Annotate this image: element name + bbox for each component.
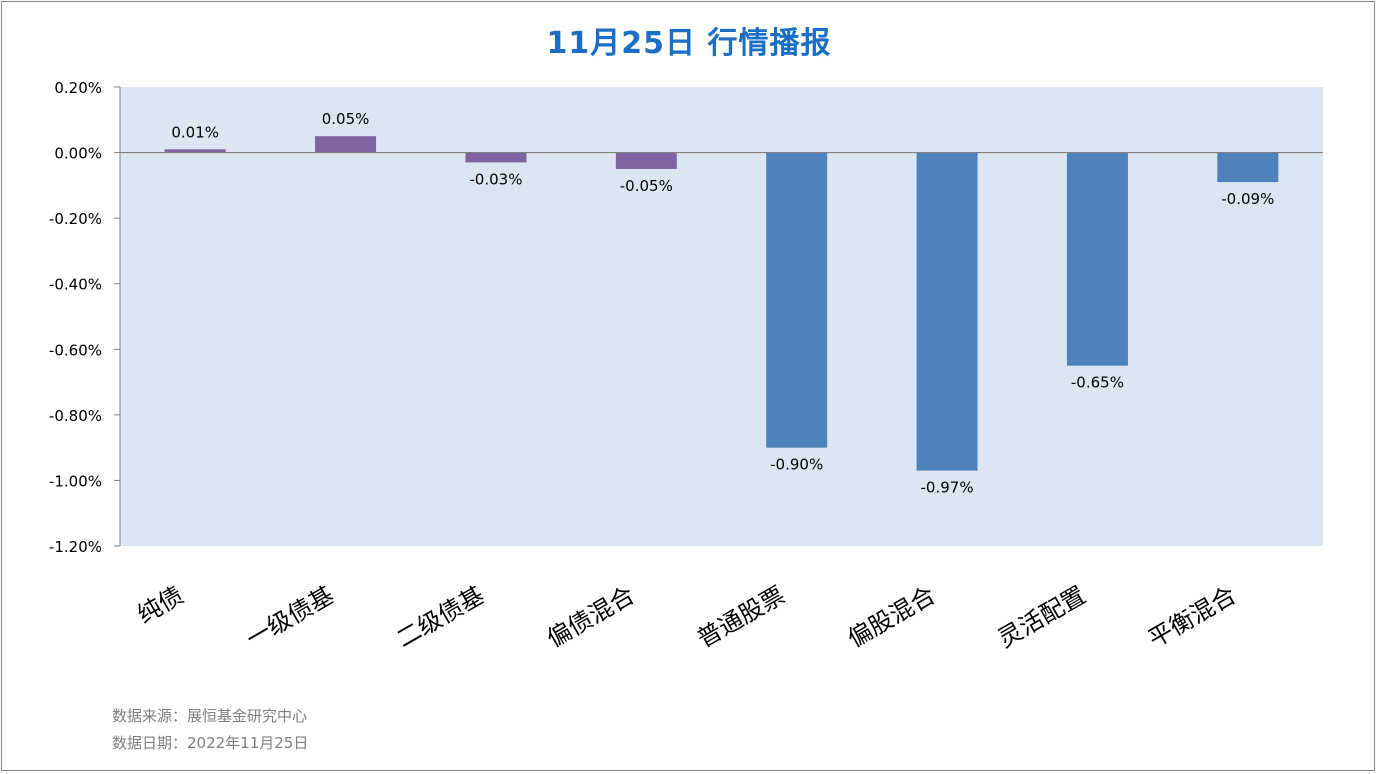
data-label: -0.05% [620,177,673,195]
y-tick-label: -0.20% [49,210,102,228]
bar [615,152,677,169]
y-tick-label: 0.20% [54,79,102,97]
y-tick-label: -1.20% [49,538,102,556]
data-label: -0.65% [1071,374,1124,392]
bar [315,136,377,153]
y-tick-label: -1.00% [49,472,102,490]
bar [766,152,828,448]
bar [164,149,226,153]
plot-area [120,87,1323,546]
y-tick-label: -0.40% [49,276,102,294]
y-tick-label: -0.60% [49,341,102,359]
y-tick-label: -0.80% [49,407,102,425]
x-tick-label: 纯债 [133,581,189,629]
bar [465,152,527,163]
x-tick-label: 偏债混合 [542,581,639,653]
bar [1217,152,1279,183]
data-label: -0.90% [770,456,823,474]
x-tick-label: 一级债基 [241,581,338,653]
bar [916,152,978,471]
data-label: 0.01% [171,123,219,141]
x-tick-label: 二级债基 [392,581,489,653]
data-label: -0.97% [921,479,974,497]
data-label: 0.05% [322,110,370,128]
x-tick-label: 平衡混合 [1144,581,1241,653]
y-tick-label: 0.00% [54,145,102,163]
data-source-note: 数据来源：展恒基金研究中心 [112,707,308,725]
x-tick-label: 灵活配置 [993,581,1090,653]
data-date-note: 数据日期：2022年11月25日 [112,734,309,752]
bar [1066,152,1128,366]
x-tick-label: 普通股票 [693,581,790,653]
data-label: -0.03% [469,170,522,188]
data-label: -0.09% [1221,190,1274,208]
chart-title: 11月25日 行情播报 [546,26,832,61]
x-tick-label: 偏股混合 [843,581,940,653]
